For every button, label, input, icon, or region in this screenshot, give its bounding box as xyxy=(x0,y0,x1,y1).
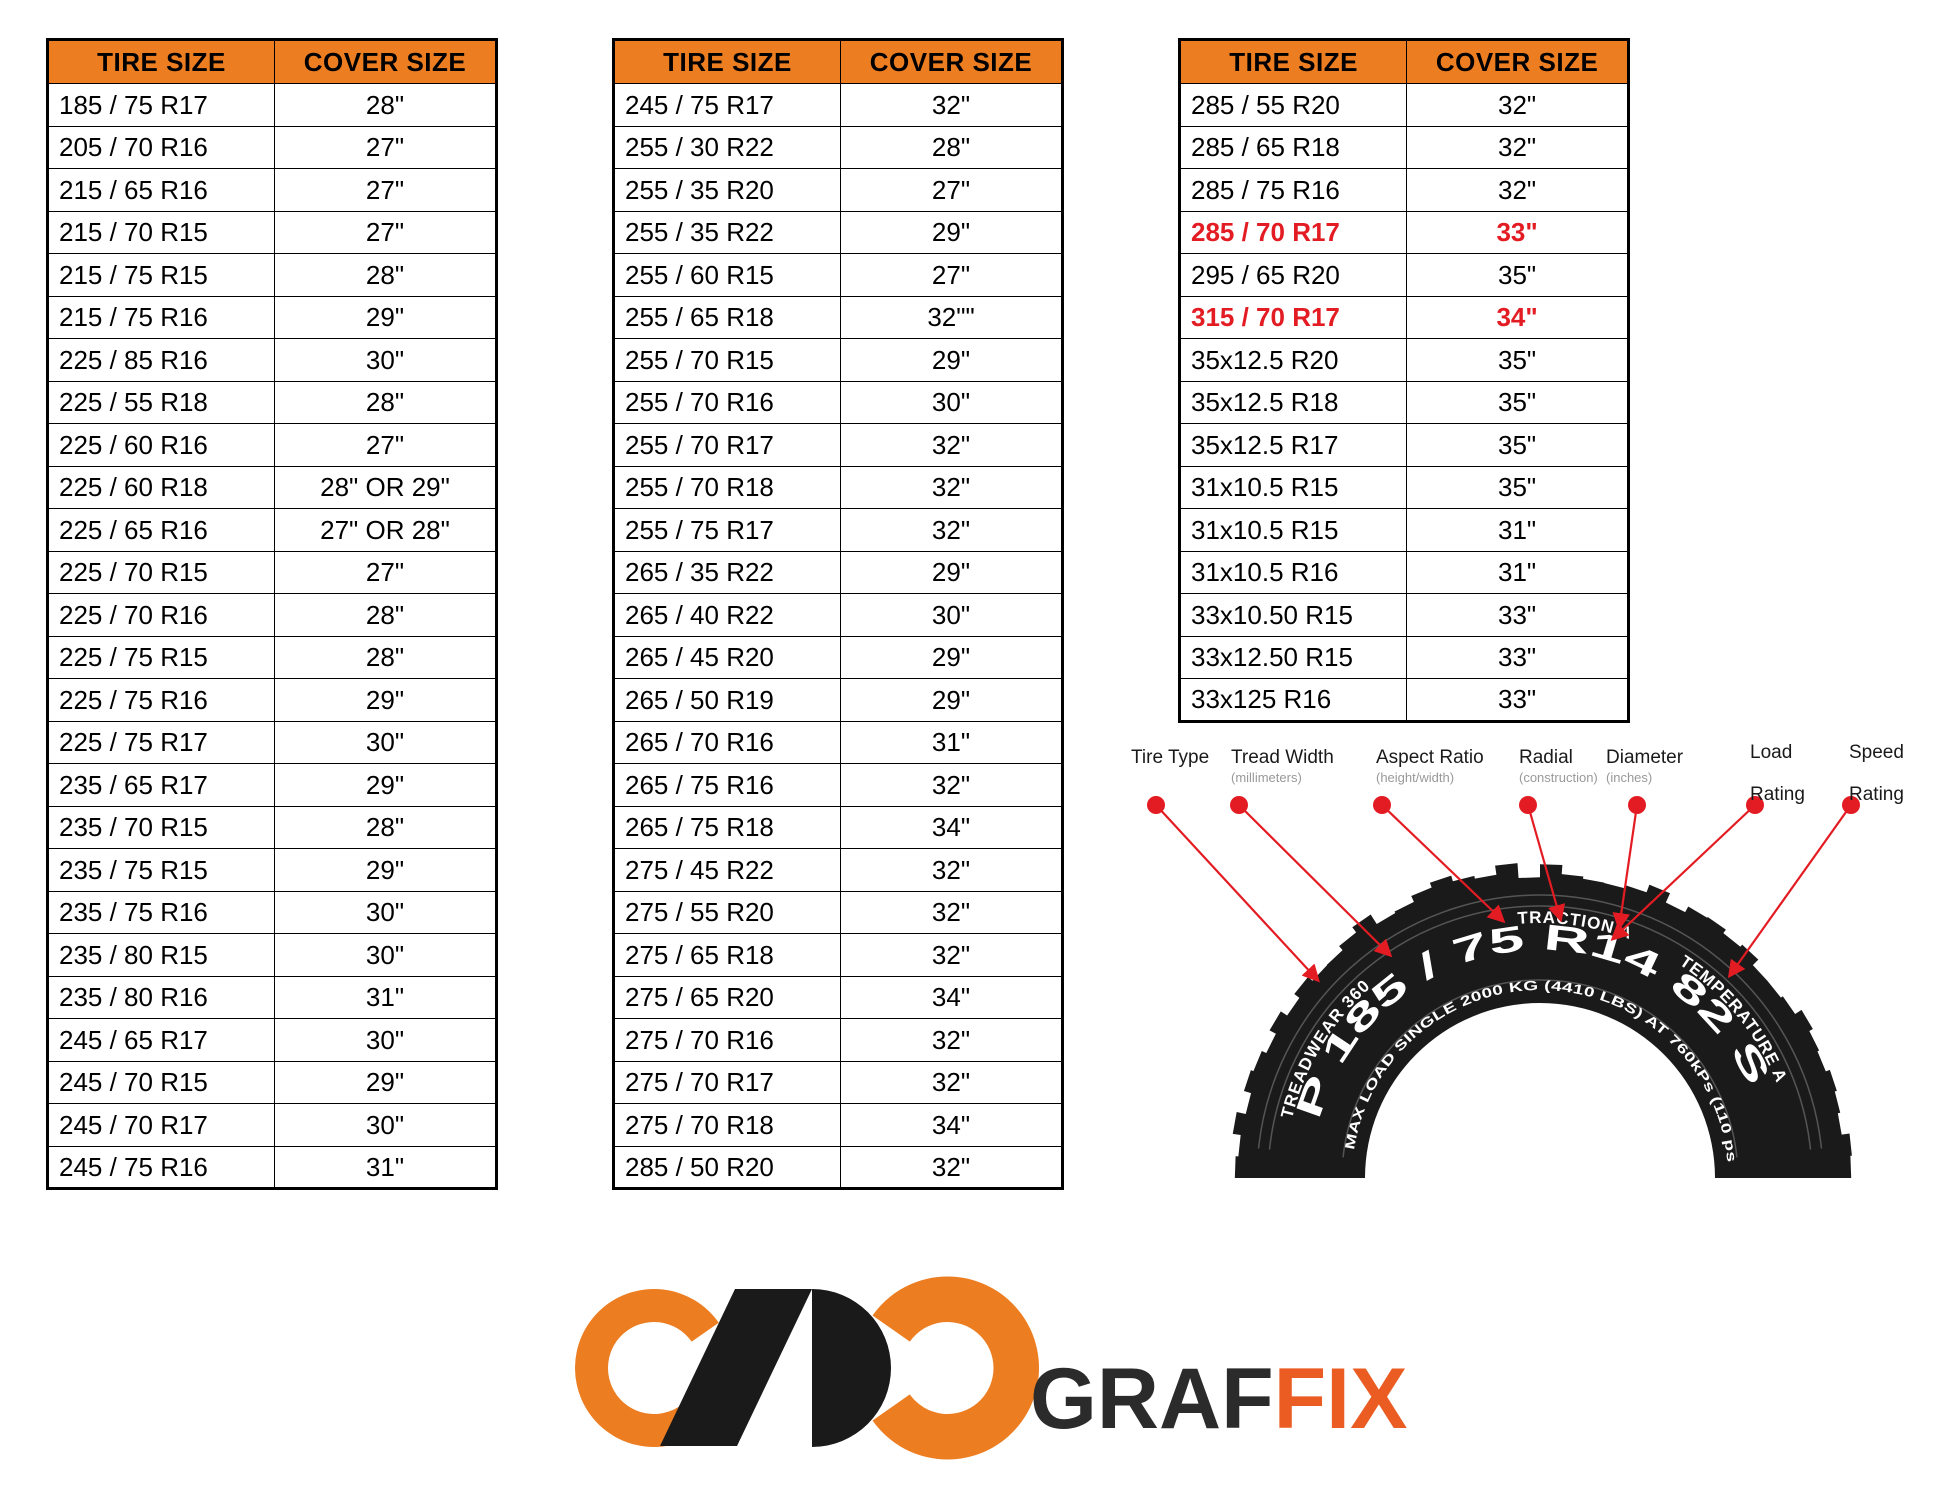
svg-text:(height/width): (height/width) xyxy=(1376,770,1454,785)
svg-text:Tire Type: Tire Type xyxy=(1131,747,1209,768)
svg-text:Load: Load xyxy=(1750,742,1792,763)
svg-text:Tread Width: Tread Width xyxy=(1231,747,1334,768)
svg-text:(millimeters): (millimeters) xyxy=(1231,770,1302,785)
svg-text:Aspect Ratio: Aspect Ratio xyxy=(1376,747,1484,768)
svg-text:Diameter: Diameter xyxy=(1606,747,1684,768)
svg-text:Speed: Speed xyxy=(1849,742,1904,763)
svg-text:(construction): (construction) xyxy=(1519,770,1598,785)
svg-text:(inches): (inches) xyxy=(1606,770,1652,785)
svg-text:Rating: Rating xyxy=(1750,784,1805,805)
svg-text:Radial: Radial xyxy=(1519,747,1573,768)
svg-text:Rating: Rating xyxy=(1849,784,1904,805)
svg-text:GRAFFIX: GRAFFIX xyxy=(1030,1351,1407,1447)
svg-text:MAX LOAD SINGLE 2000 KG (4410: MAX LOAD SINGLE 2000 KG (4410 LBS) AT 76… xyxy=(0,0,1739,1163)
